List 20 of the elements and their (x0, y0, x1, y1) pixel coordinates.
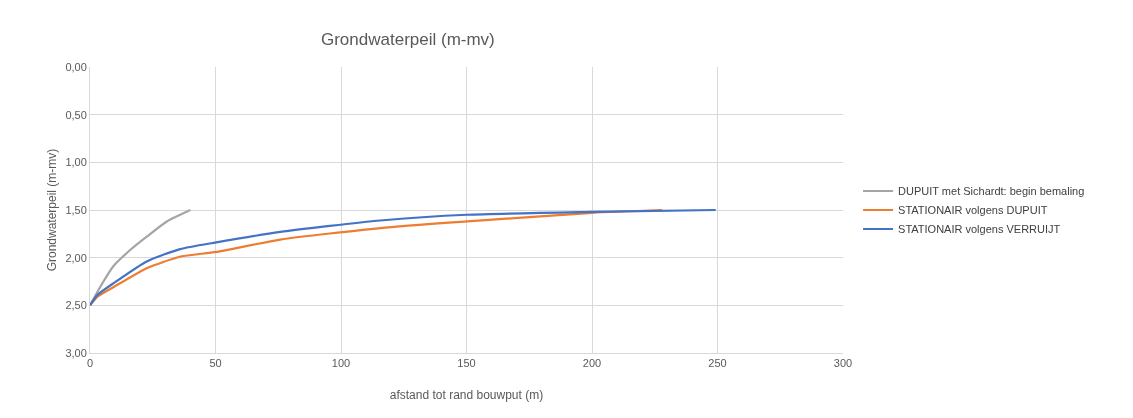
y-tick-label: 0,00 (65, 60, 87, 73)
x-tick-label: 100 (331, 357, 351, 370)
x-tick-label: 250 (708, 357, 727, 370)
x-tick-label: 200 (582, 357, 602, 370)
y-tick-label: 3,00 (65, 346, 87, 359)
y-tick-label: 2,00 (65, 251, 87, 264)
legend-label: STATIONAIR volgens VERRUIJT (898, 223, 1061, 236)
x-tick-label: 150 (457, 357, 476, 370)
x-tick-label: 0 (86, 357, 94, 370)
y-tick-label: 1,50 (65, 203, 87, 216)
x-axis-title: afstand tot rand bouwput (m) (389, 388, 544, 402)
legend-label: STATIONAIR volgens DUPUIT (898, 204, 1048, 217)
chart-title: Grondwaterpeil (m-mv) (320, 30, 495, 50)
y-tick-label: 2,50 (65, 299, 87, 312)
y-tick-label: 0,50 (65, 108, 87, 121)
legend-label: DUPUIT met Sichardt: begin bemaling (898, 185, 1085, 198)
x-tick-label: 300 (833, 357, 853, 370)
y-tick-label: 1,00 (65, 156, 87, 169)
y-axis-title: Grondwaterpeil (m-mv) (45, 148, 59, 272)
x-tick-label: 50 (209, 357, 222, 370)
